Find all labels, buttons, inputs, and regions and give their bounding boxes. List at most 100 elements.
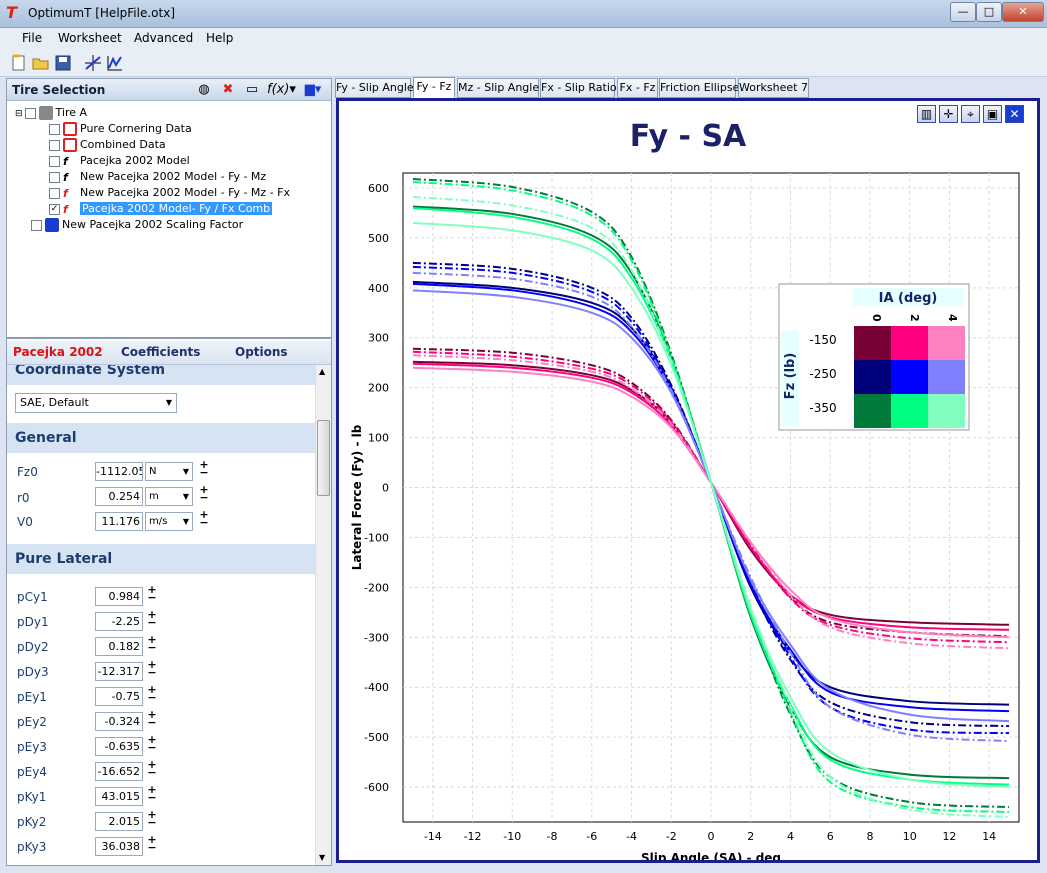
scroll-down-icon[interactable]: ▼ — [319, 853, 326, 862]
plot-graph-icon[interactable] — [106, 54, 124, 72]
scroll-up-icon[interactable]: ▲ — [319, 367, 326, 376]
coordinate-system-select[interactable]: SAE, Default — [15, 393, 177, 413]
legend-header-bg — [853, 288, 963, 306]
tree-item-tire-a[interactable]: ⊟ Tire A — [15, 106, 88, 120]
tab-options[interactable]: Options — [235, 345, 288, 359]
stepper-icon[interactable]: + − — [147, 683, 157, 704]
tree-item-pacejka-fy-fx-comb[interactable]: ✓ f Pacejka 2002 Model- Fy / Fx Comb — [49, 202, 273, 216]
tab-pacejka-2002[interactable]: Pacejka 2002 — [13, 345, 103, 359]
param-input[interactable]: -16.652 — [95, 762, 143, 781]
new-document-icon[interactable]: ▭ — [245, 82, 259, 97]
collapse-icon[interactable]: ⊟ — [15, 109, 23, 119]
crosshair-icon[interactable]: ✛ — [939, 105, 958, 123]
tab-fx-fz[interactable]: Fx - Fz — [617, 78, 658, 98]
function-icon[interactable]: f(x)▾ — [267, 82, 296, 97]
vertical-scrollbar[interactable]: ▲ ▼ — [315, 365, 331, 865]
param-input[interactable]: -0.75 — [95, 687, 143, 706]
close-plot-icon[interactable]: ✕ — [1005, 105, 1024, 123]
minimize-button[interactable]: — — [950, 2, 976, 22]
stepper-icon[interactable]: + − — [147, 658, 157, 679]
color-palette-icon[interactable]: ▥ — [917, 105, 936, 123]
param-input[interactable]: 0.254 — [95, 487, 143, 506]
tree-checkbox[interactable] — [24, 107, 36, 119]
panel-splitter[interactable] — [7, 337, 331, 339]
param-input[interactable]: 2.015 — [95, 812, 143, 831]
stepper-icon[interactable]: + − — [147, 633, 157, 654]
menu-file[interactable]: File — [22, 31, 43, 45]
stepper-icon[interactable]: + − — [199, 483, 209, 504]
param-input[interactable]: -0.635 — [95, 737, 143, 756]
tire-node-icon — [38, 106, 53, 120]
legend-row-label: -250 — [809, 367, 836, 381]
tab-worksheet-7[interactable]: Worksheet 7 — [738, 78, 809, 98]
menu-help[interactable]: Help — [206, 31, 234, 45]
stepper-icon[interactable]: + − — [199, 458, 209, 479]
tree-item-pure-cornering-data[interactable]: Pure Cornering Data — [49, 121, 192, 137]
scroll-thumb[interactable] — [317, 420, 330, 496]
open-folder-icon[interactable] — [32, 54, 50, 72]
stepper-icon[interactable]: + − — [147, 833, 157, 854]
tire-selection-header: Tire Selection ◍ ✖ ▭ f(x)▾ ▆▾ — [7, 79, 331, 101]
monitor-icon[interactable]: ▆▾ — [304, 82, 322, 97]
tree-item-pacejka-2002-model[interactable]: f Pacejka 2002 Model — [49, 153, 190, 169]
tab-mz-slip-angle[interactable]: Mz - Slip Angle — [457, 78, 539, 98]
new-file-icon[interactable] — [10, 54, 28, 72]
tire-icon[interactable]: ◍ — [198, 82, 210, 97]
tree-checkbox[interactable] — [49, 187, 60, 199]
model-node-icon: f — [63, 155, 68, 168]
tab-friction-ellipse[interactable]: Friction Ellipse — [659, 78, 739, 98]
x-tick-label: 12 — [942, 830, 956, 843]
tab-fx-slip-ratio[interactable]: Fx - Slip Ratio — [540, 78, 617, 98]
stepper-icon[interactable]: + − — [147, 708, 157, 729]
stepper-icon[interactable]: + − — [147, 608, 157, 629]
delete-icon[interactable]: ✖ — [222, 82, 234, 97]
menu-advanced[interactable]: Advanced — [134, 31, 194, 45]
param-label: pKy3 — [17, 840, 47, 854]
param-input[interactable]: -1112.05 — [95, 462, 143, 481]
unit-select[interactable]: N — [145, 462, 193, 481]
curve-fit-icon[interactable] — [84, 54, 102, 72]
unit-select[interactable]: m — [145, 487, 193, 506]
tree-checkbox[interactable] — [31, 219, 42, 231]
tree-checkbox[interactable] — [49, 171, 60, 183]
param-input[interactable]: -12.317 — [95, 662, 143, 681]
x-tick-label: -4 — [626, 830, 637, 843]
legend-row-label: -350 — [809, 401, 836, 415]
stepper-icon[interactable]: + − — [199, 508, 209, 529]
param-input[interactable]: -0.324 — [95, 712, 143, 731]
tree-item-combined-data[interactable]: Combined Data — [49, 137, 166, 153]
param-input[interactable]: 11.176 — [95, 512, 143, 531]
param-label: pDy2 — [17, 640, 49, 654]
tab-fy-slip-angle[interactable]: Fy - Slip Angle — [335, 78, 414, 98]
stepper-icon[interactable]: + − — [147, 733, 157, 754]
menu-worksheet[interactable]: Worksheet — [58, 31, 122, 45]
stepper-icon[interactable]: + − — [147, 808, 157, 829]
param-input[interactable]: 43.015 — [95, 787, 143, 806]
param-input[interactable]: 36.038 — [95, 837, 143, 856]
legend-swatch — [891, 360, 928, 394]
tree-item-new-pacejka-fy-mz[interactable]: f New Pacejka 2002 Model - Fy - Mz — [49, 169, 266, 185]
tab-fy-fz[interactable]: Fy - Fz — [413, 77, 455, 98]
stepper-icon[interactable]: + − — [147, 758, 157, 779]
tab-coefficients[interactable]: Coefficients — [121, 345, 201, 359]
cursor-icon[interactable]: ⌖ — [961, 105, 980, 123]
tree-item-scaling-factor[interactable]: New Pacejka 2002 Scaling Factor — [31, 217, 243, 233]
stepper-icon[interactable]: + − — [147, 583, 157, 604]
close-button[interactable]: ✕ — [1002, 2, 1044, 22]
tree-checkbox[interactable] — [49, 139, 60, 151]
maximize-plot-icon[interactable]: ▣ — [983, 105, 1002, 123]
stepper-icon[interactable]: + − — [147, 783, 157, 804]
unit-select[interactable]: m/s — [145, 512, 193, 531]
tree-item-new-pacejka-fy-mz-fx[interactable]: f New Pacejka 2002 Model - Fy - Mz - Fx — [49, 185, 290, 201]
tree-checkbox-checked[interactable]: ✓ — [49, 203, 60, 215]
series-line — [412, 261, 1010, 728]
param-input[interactable]: 0.182 — [95, 637, 143, 656]
maximize-button[interactable]: □ — [976, 2, 1002, 22]
legend-swatch — [928, 360, 965, 394]
param-input[interactable]: -2.25 — [95, 612, 143, 631]
tree-checkbox[interactable] — [49, 155, 60, 167]
param-input[interactable]: 0.984 — [95, 587, 143, 606]
legend-swatch — [928, 326, 965, 360]
save-icon[interactable] — [54, 54, 72, 72]
tree-checkbox[interactable] — [49, 123, 60, 135]
